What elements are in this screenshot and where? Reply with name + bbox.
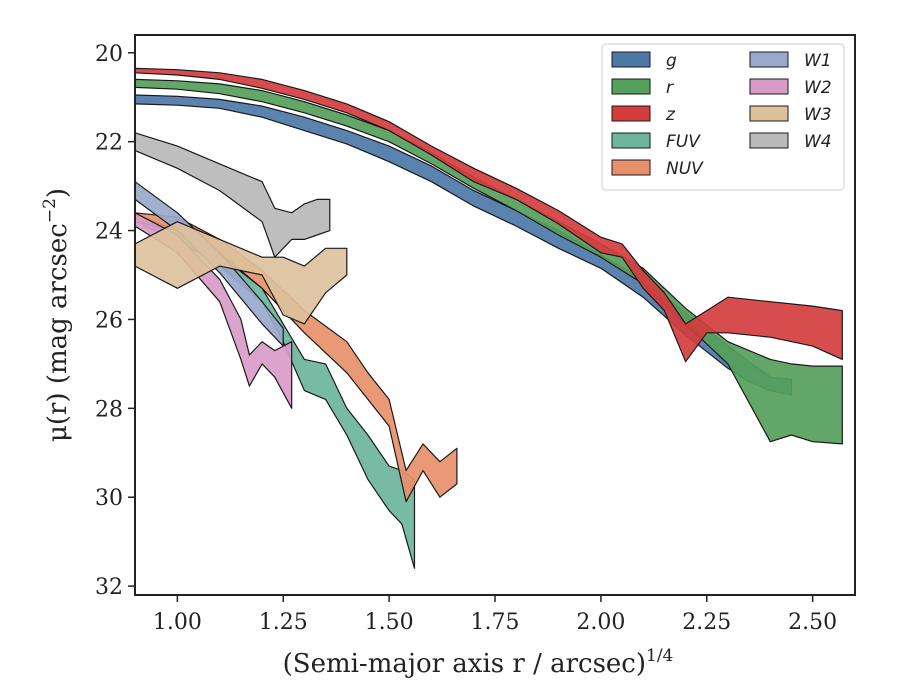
- x-axis-ticks: 1.00 1.25 1.50 1.75 2.00 2.25 2.50: [153, 595, 837, 635]
- legend: grz FUV NUV W1 W2 W3 W4: [601, 43, 845, 191]
- legend-label-w4: W4: [804, 132, 832, 152]
- legend-swatch-w2: [749, 78, 789, 95]
- y-tick-label: 26: [95, 308, 123, 333]
- y-axis-label-exponent: −2: [40, 198, 60, 223]
- profile-bands: [134, 67, 843, 569]
- legend-label-w3: W3: [804, 105, 832, 125]
- x-tick-label: 2.00: [576, 610, 625, 635]
- legend-swatch-fuv: [611, 132, 651, 149]
- x-tick-label: 1.50: [365, 610, 414, 635]
- x-axis-label: (Semi-major axis r / arcsec)1/4: [283, 646, 674, 679]
- legend-swatch-w1: [749, 51, 789, 68]
- legend-label-g: g: [666, 51, 677, 71]
- x-tick-label: 2.50: [788, 610, 837, 635]
- legend-label-nuv: NUV: [666, 159, 704, 179]
- legend-swatch-g: [611, 51, 651, 68]
- legend-label-w1: W1: [804, 51, 832, 71]
- x-axis-label-exponent: 1/4: [646, 646, 673, 666]
- y-tick-label: 22: [95, 131, 123, 156]
- band-z: [134, 67, 843, 363]
- legend-label-w2: W2: [804, 78, 832, 98]
- band-w4: [134, 132, 331, 258]
- legend-swatch-z: [611, 105, 651, 122]
- band-w3: [134, 221, 348, 325]
- y-axis-ticks: 20 22 24 26 28 30 32: [95, 42, 135, 600]
- y-axis-label: μ(r) (mag arcsec−2): [40, 188, 73, 442]
- legend-swatch-r: [611, 78, 651, 95]
- y-tick-label: 20: [95, 42, 123, 67]
- legend-swatch-w4: [749, 132, 789, 149]
- x-tick-label: 1.00: [153, 610, 202, 635]
- x-tick-label: 2.25: [682, 610, 731, 635]
- legend-swatch-w3: [749, 105, 789, 122]
- x-tick-label: 1.25: [259, 610, 308, 635]
- y-tick-label: 24: [95, 220, 123, 245]
- legend-swatch-nuv: [611, 159, 651, 176]
- y-tick-label: 30: [95, 486, 123, 511]
- legend-label-r: r: [666, 78, 674, 98]
- y-tick-label: 32: [95, 575, 123, 600]
- band-w2: [134, 212, 293, 409]
- y-tick-label: 28: [95, 397, 123, 422]
- legend-label-z: z: [665, 105, 676, 125]
- legend-label-fuv: FUV: [666, 132, 701, 152]
- x-tick-label: 1.75: [471, 610, 520, 635]
